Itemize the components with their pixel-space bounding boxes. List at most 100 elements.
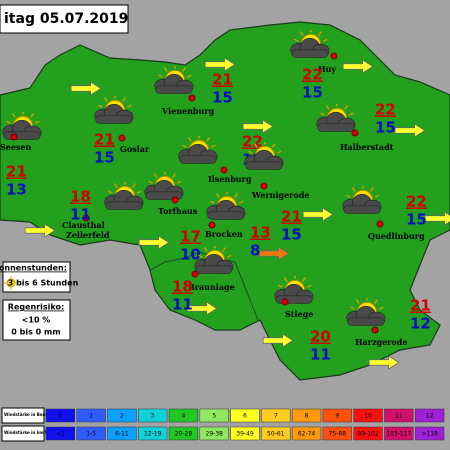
beaufort-value: 5 (212, 413, 216, 420)
kmh-value: 50-61 (267, 431, 285, 438)
beaufort-value: 3 (151, 413, 155, 420)
kmh-cell (107, 426, 137, 441)
temp-max: 21 (212, 71, 233, 89)
kmh-cell (45, 426, 76, 441)
kmh-value: 75-88 (329, 431, 347, 438)
kmh-value: 20-28 (175, 431, 193, 438)
temp-min: 8 (250, 242, 260, 260)
city-dot (191, 270, 199, 278)
locations: Seesen2113Goslar2115Vienenburg2115Huy221… (0, 30, 431, 364)
city-name: Seesen (0, 142, 32, 152)
temp-max: 22 (302, 66, 323, 84)
city-dot (281, 298, 289, 306)
kmh-cell (230, 426, 260, 441)
temp-min: 15 (212, 89, 233, 107)
city-name: Stiege (285, 309, 313, 319)
beaufort-value: 9 (335, 413, 339, 420)
city-name: Wernigerode (251, 190, 309, 200)
wind-scale: Windstärke in Beaufort Windstärke in km/… (1, 407, 445, 442)
rain-title: Regenrisiko: (8, 303, 64, 312)
kmh-cell (322, 426, 352, 441)
beaufort-value: 2 (120, 413, 124, 420)
beaufort-value: 12 (426, 413, 434, 420)
city-dot (208, 221, 216, 229)
kmh-cell (76, 426, 106, 441)
rain-amount: 0 bis 0 mm (11, 328, 60, 337)
kmh-value: 6-11 (115, 431, 129, 438)
beaufort-cell (168, 408, 199, 423)
city-name: Halberstadt (340, 142, 394, 152)
city-name: Quedlinburg (368, 231, 425, 241)
beaufort-value: 4 (182, 413, 186, 420)
temp-max: 21 (281, 208, 302, 226)
temp-max: 21 (6, 163, 27, 181)
beaufort-value: 0 (58, 413, 62, 420)
beaufort-cell (414, 408, 445, 423)
kmh-value: 1-5 (86, 431, 96, 438)
beaufort-label-box (1, 407, 45, 424)
beaufort-cell (322, 408, 352, 423)
beaufort-cell (138, 408, 168, 423)
sunshine-box (2, 261, 71, 293)
city-dot (351, 129, 359, 137)
kmh-value: 12-19 (144, 431, 162, 438)
city-name: Huy (318, 64, 336, 74)
kmh-label-box (1, 425, 45, 442)
kmh-value: 29-38 (206, 431, 224, 438)
temp-max: 18 (172, 278, 193, 296)
temp-max: 22 (242, 133, 263, 151)
beaufort-cell (230, 408, 260, 423)
temp-min: 13 (6, 181, 27, 199)
temp-min: 11 (172, 296, 193, 314)
beaufort-cell (384, 408, 414, 423)
city-name: Ilsenburg (208, 174, 252, 184)
temp-max: 21 (410, 297, 431, 315)
temp-min: 12 (410, 315, 431, 333)
city-name: Vienenburg (161, 106, 215, 116)
city-name: Goslar (120, 144, 150, 154)
beaufort-label: Windstärke in Beaufort (4, 412, 56, 417)
kmh-value: >118 (421, 431, 438, 438)
beaufort-cell (261, 408, 291, 423)
kmh-cell (353, 426, 383, 441)
city-name: Harzgerode (355, 337, 407, 347)
city-dot (171, 196, 179, 204)
temp-max: 17 (180, 228, 201, 246)
temp-min: 15 (94, 149, 115, 167)
rain-box (2, 299, 71, 341)
kmh-cell (138, 426, 168, 441)
city-dot (220, 166, 228, 174)
temp-max: 21 (94, 131, 115, 149)
city-name: Torfhaus (158, 206, 198, 216)
beaufort-cell (76, 408, 106, 423)
city-name: Braunlage (188, 282, 235, 292)
beaufort-cell (199, 408, 229, 423)
city-dot (188, 94, 196, 102)
kmh-cell (168, 426, 199, 441)
kmh-value: <1 (56, 431, 65, 438)
beaufort-value: 10 (364, 413, 372, 420)
temp-min: 15 (302, 84, 323, 102)
kmh-value: 89-102 (357, 431, 378, 438)
city-dot (371, 326, 379, 334)
temp-min: 11 (310, 346, 331, 364)
kmh-value: 103-117 (386, 431, 411, 438)
beaufort-value: 1 (89, 413, 93, 420)
beaufort-value: 11 (395, 413, 403, 420)
kmh-cell (199, 426, 229, 441)
city-dot (82, 214, 90, 222)
kmh-value: 62-74 (298, 431, 316, 438)
temp-min: 15 (281, 226, 302, 244)
city-dot (330, 52, 338, 60)
city-name: Brocken (205, 229, 243, 239)
beaufort-cell (45, 408, 76, 423)
city-dot (260, 182, 268, 190)
temp-max: 18 (70, 188, 91, 206)
kmh-cell (291, 426, 322, 441)
temp-min: 15 (375, 119, 396, 137)
city-dot (376, 220, 384, 228)
title-box (0, 4, 129, 34)
sun-icon (3, 276, 19, 290)
rain-risk: <10 % (22, 316, 51, 325)
